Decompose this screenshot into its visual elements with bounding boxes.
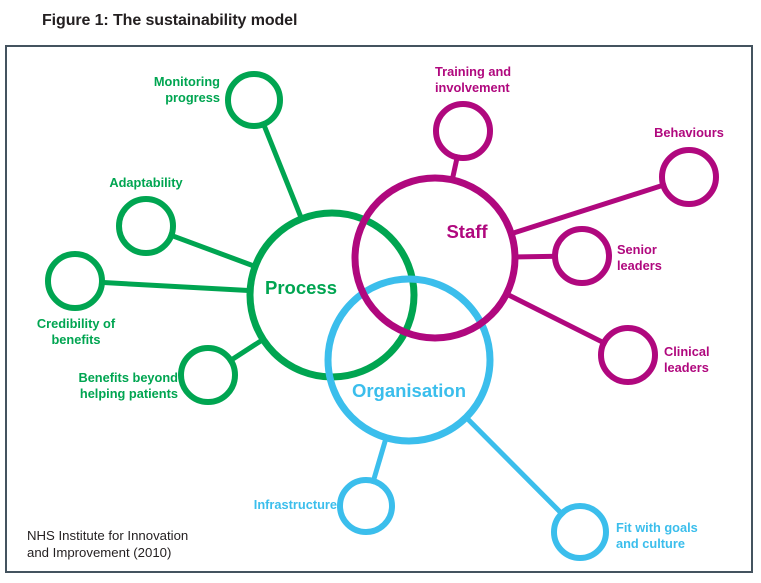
connector-staff-clinical-leaders	[502, 290, 608, 347]
figure-title: Figure 1: The sustainability model	[42, 12, 298, 29]
connector-organisation-infrastructure	[370, 434, 390, 485]
group-staff	[351, 101, 719, 385]
connector-process-benefits-beyond-helping-patients	[226, 335, 267, 365]
adaptability-circle	[116, 196, 176, 256]
attribution-text: NHS Institute for Innovation and Improve…	[27, 528, 189, 560]
figure-border	[5, 45, 753, 573]
process-circle	[246, 209, 418, 381]
benefits-beyond-helping-patients-circle	[178, 345, 238, 405]
organisation-circle	[324, 275, 494, 445]
connector-staff-behaviours	[507, 181, 667, 237]
connector-process-monitoring-progress	[260, 120, 306, 223]
monitoring-progress-circle	[225, 71, 283, 129]
senior-leaders-circle	[552, 226, 612, 286]
infrastructure-circle	[337, 477, 395, 535]
group-organisation	[324, 275, 609, 561]
connector-process-adaptability	[167, 231, 259, 270]
connector-staff-senior-leaders	[511, 253, 559, 260]
training-and-involvement-circle	[433, 101, 493, 161]
clinical-leaders-circle	[598, 325, 658, 385]
connector-organisation-fit-with-goals-and-culture	[462, 413, 566, 518]
fit-with-goals-and-culture-circle	[551, 503, 609, 561]
connector-process-credibility-of-benefits	[98, 279, 254, 294]
staff-circle	[351, 174, 519, 342]
behaviours-circle	[659, 147, 719, 207]
credibility-of-benefits-circle	[45, 251, 105, 311]
